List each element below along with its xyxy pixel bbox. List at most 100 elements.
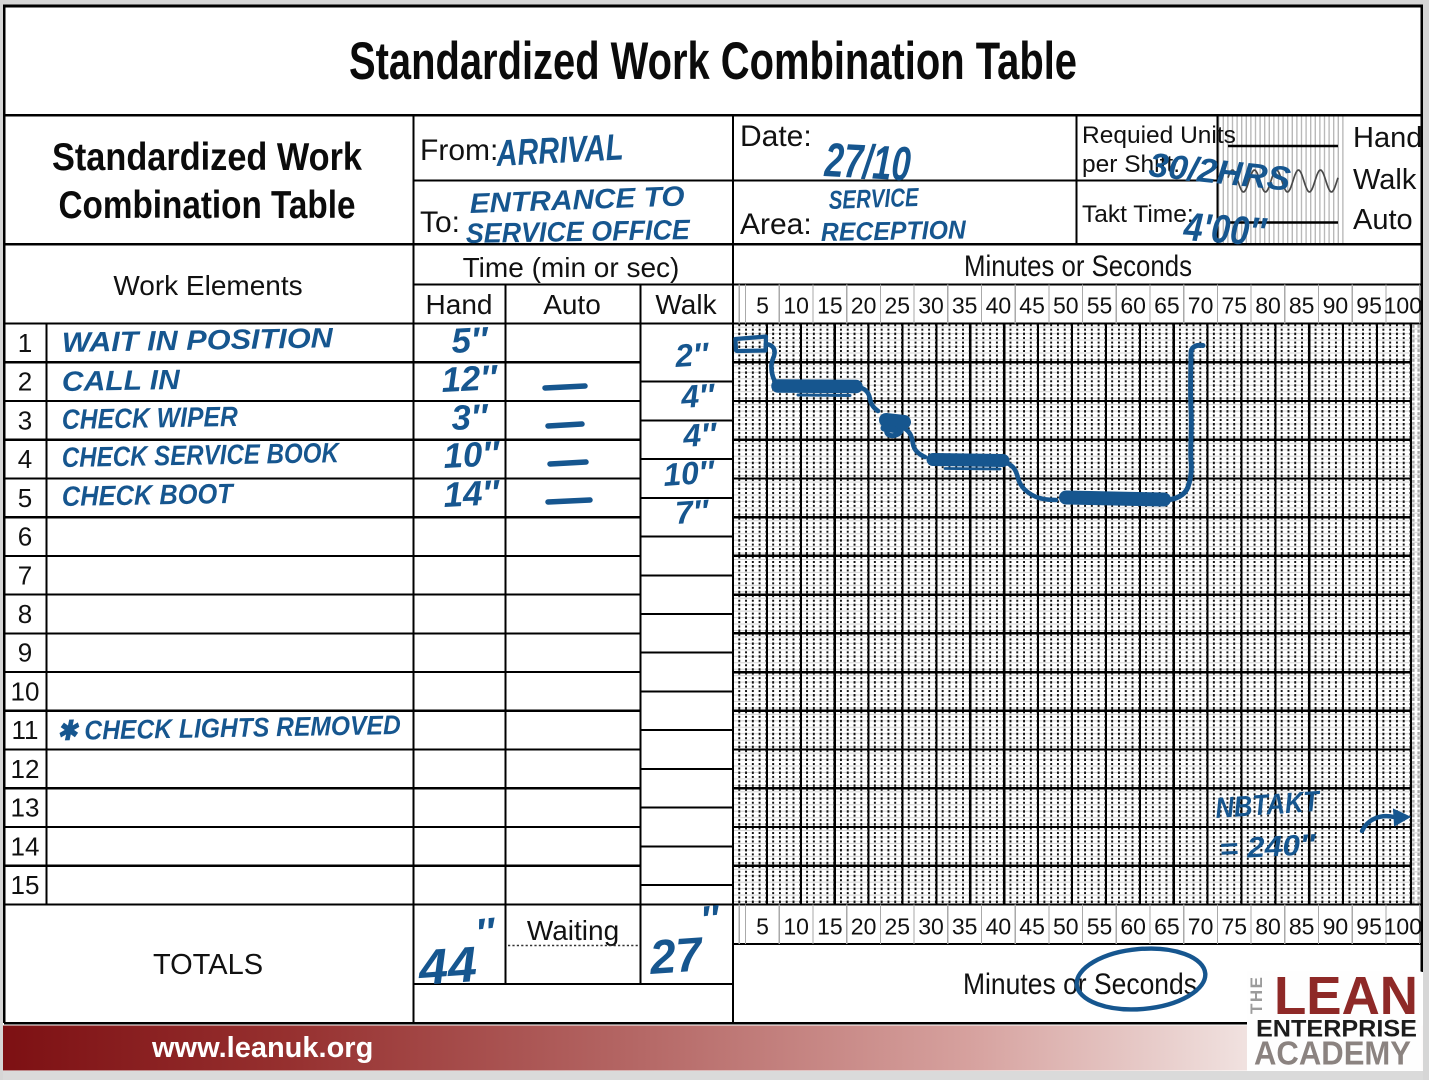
svg-text:55: 55	[1087, 293, 1113, 319]
svg-text:3: 3	[18, 405, 32, 435]
svg-text:= 240″: = 240″	[1219, 829, 1318, 866]
svg-text:14″: 14″	[442, 473, 502, 515]
svg-text:60: 60	[1120, 293, 1146, 319]
svg-text:40: 40	[986, 914, 1012, 940]
svg-text:5: 5	[756, 914, 769, 940]
svg-text:30: 30	[918, 914, 944, 940]
svg-text:15: 15	[11, 870, 40, 900]
svg-text:Work Elements: Work Elements	[113, 270, 302, 301]
svg-text:50: 50	[1053, 293, 1079, 319]
svg-text:4″: 4″	[679, 377, 717, 415]
svg-text:CHECK SERVICE BOOK: CHECK SERVICE BOOK	[62, 437, 341, 473]
svg-text:ARRIVAL: ARRIVAL	[494, 126, 624, 174]
svg-text:10: 10	[783, 293, 809, 319]
svg-text:30: 30	[918, 293, 944, 319]
svg-text:35: 35	[952, 293, 978, 319]
svg-text:www.leanuk.org: www.leanuk.org	[151, 1032, 373, 1064]
svg-text:✱ CHECK LIGHTS REMOVED: ✱ CHECK LIGHTS REMOVED	[57, 710, 401, 746]
svg-text:6: 6	[18, 522, 32, 552]
svg-text:Auto: Auto	[543, 289, 601, 320]
svg-text:ENTERPRISE: ENTERPRISE	[1256, 1016, 1417, 1043]
svg-text:4″: 4″	[681, 416, 719, 454]
svg-text:15: 15	[817, 914, 843, 940]
svg-text:80: 80	[1255, 914, 1281, 940]
svg-text:2″: 2″	[673, 336, 711, 374]
svg-text:Area:: Area:	[740, 208, 812, 241]
svg-text:90: 90	[1323, 293, 1349, 319]
svg-text:4'00″: 4'00″	[1182, 205, 1269, 255]
svg-text:85: 85	[1289, 914, 1315, 940]
svg-text:95: 95	[1356, 293, 1382, 319]
svg-text:95: 95	[1356, 914, 1382, 940]
svg-text:WAIT IN POSITION: WAIT IN POSITION	[62, 322, 334, 358]
svg-text:70: 70	[1188, 914, 1214, 940]
svg-text:60: 60	[1120, 914, 1146, 940]
svg-text:Combination Table: Combination Table	[59, 184, 356, 227]
svg-text:5: 5	[18, 483, 32, 513]
svg-text:10: 10	[11, 676, 40, 706]
svg-text:55: 55	[1087, 914, 1113, 940]
svg-text:Standardized Work: Standardized Work	[52, 136, 362, 179]
svg-text:From:: From:	[420, 134, 498, 167]
svg-text:85: 85	[1289, 293, 1315, 319]
svg-text:Hand: Hand	[1353, 122, 1422, 154]
svg-text:9: 9	[18, 638, 32, 668]
svg-text:80: 80	[1255, 293, 1281, 319]
svg-text:TOTALS: TOTALS	[153, 949, 263, 981]
svg-text:10″: 10″	[662, 453, 717, 493]
svg-text:25: 25	[885, 914, 911, 940]
svg-text:8: 8	[18, 599, 32, 629]
svg-text:CHECK WIPER: CHECK WIPER	[62, 401, 239, 435]
svg-text:25: 25	[885, 293, 911, 319]
svg-text:SERVICE OFFICE: SERVICE OFFICE	[466, 214, 692, 249]
svg-text:SERVICE: SERVICE	[828, 182, 920, 215]
svg-text:10″: 10″	[442, 434, 502, 476]
svg-text:75: 75	[1222, 914, 1248, 940]
svg-text:12: 12	[11, 754, 40, 784]
svg-text:100: 100	[1384, 293, 1422, 319]
svg-text:13: 13	[11, 793, 40, 823]
svg-text:CHECK BOOT: CHECK BOOT	[62, 478, 236, 512]
svg-text:50: 50	[1053, 914, 1079, 940]
svg-text:15: 15	[817, 293, 843, 319]
svg-text:5″: 5″	[450, 320, 490, 361]
svg-text:12″: 12″	[440, 358, 500, 400]
svg-text:100: 100	[1384, 914, 1422, 940]
svg-text:27/10: 27/10	[823, 134, 913, 191]
svg-text:ACADEMY: ACADEMY	[1254, 1036, 1411, 1073]
svg-text:2: 2	[18, 367, 32, 397]
svg-text:40: 40	[986, 293, 1012, 319]
svg-text:65: 65	[1154, 914, 1180, 940]
svg-text:44: 44	[416, 936, 479, 996]
svg-text:Standardized Work Combination: Standardized Work Combination Table	[349, 32, 1077, 91]
svg-text:45: 45	[1019, 914, 1045, 940]
svg-text:35: 35	[952, 914, 978, 940]
svg-text:Walk: Walk	[655, 289, 717, 320]
svg-text:THE: THE	[1247, 976, 1266, 1015]
svg-text:14: 14	[11, 831, 40, 861]
svg-text:70: 70	[1188, 293, 1214, 319]
svg-text:To:: To:	[420, 206, 460, 239]
svg-text:LEAN: LEAN	[1274, 966, 1418, 1026]
svg-text:Takt Time:: Takt Time:	[1082, 201, 1194, 228]
svg-text:1: 1	[18, 328, 32, 358]
svg-text:20: 20	[851, 293, 877, 319]
svg-text:11: 11	[12, 715, 39, 745]
svg-text:7: 7	[18, 560, 32, 590]
svg-text:Requied Units: Requied Units	[1082, 122, 1236, 149]
svg-text:ENTRANCE TO: ENTRANCE TO	[469, 181, 685, 219]
svg-text:Auto: Auto	[1353, 204, 1413, 236]
svg-text:45: 45	[1019, 293, 1045, 319]
svg-text:10: 10	[783, 914, 809, 940]
svg-text:20: 20	[851, 914, 877, 940]
svg-text:CALL IN: CALL IN	[62, 364, 181, 397]
svg-text:Date:: Date:	[740, 120, 812, 153]
svg-text:Time (min or sec): Time (min or sec)	[463, 252, 680, 283]
svg-text:75: 75	[1222, 293, 1248, 319]
svg-text:90: 90	[1323, 914, 1349, 940]
svg-text:5: 5	[756, 293, 769, 319]
svg-text:27: 27	[647, 928, 706, 985]
svg-text:4: 4	[18, 444, 32, 474]
svg-text:65: 65	[1154, 293, 1180, 319]
svg-text:3″: 3″	[450, 397, 490, 438]
